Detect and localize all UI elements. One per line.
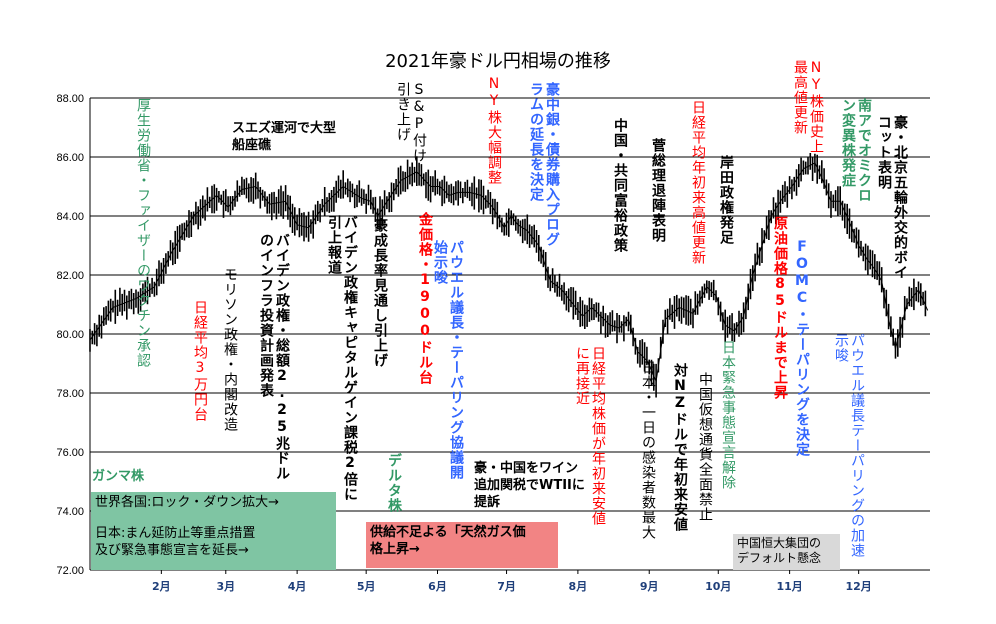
annotation-powell-taper-start: パウエル議長・テーパリング協議開始示唆 <box>432 240 464 480</box>
annotation-biden-infra: バイデン政権・総額2.25兆ドルのインフラ投資計画発表 <box>258 233 290 481</box>
y-tick-label: 82.00 <box>56 270 84 282</box>
annotation-crypto-ban: 中国仮想通貨全面禁止 <box>697 372 713 522</box>
annotation-emergency-lift: 日本緊急事態宣言解除 <box>720 340 736 490</box>
annotation-wine: 豪・中国をワイン追加関税でWTIIに提訴 <box>474 461 585 510</box>
annotation-kishida: 岸田政権発足 <box>718 155 734 245</box>
annotation-powell-accel: パウエル議長テーパリングの加速示唆 <box>833 333 865 558</box>
annotation-nikkei-low: 日経平均株価が年初来安値に再接近 <box>574 346 606 526</box>
x-tick-label: 2月 <box>152 580 171 593</box>
gas-text-2: 格上昇→ <box>370 542 420 557</box>
annotation-morison: モリソン政権・内閣改造 <box>222 267 238 432</box>
y-tick-label: 86.00 <box>56 152 84 164</box>
annotation-sp-record: S&P付け引き上げ <box>395 82 427 163</box>
annotation-nikkei-30000: 日経平均3万円台 <box>192 300 208 422</box>
evergrande-text-2: デフォルト懸念 <box>737 551 822 565</box>
annotation-omicron: 南アでオミクロン変異株発症 <box>840 98 872 203</box>
annotation-gold: 金価格・1900ドル台 <box>417 212 433 385</box>
annotation-suez: スエズ運河で大型船座礁 <box>232 121 337 153</box>
annotation-china-prosperity: 中国・共同富裕政策 <box>612 118 628 253</box>
annotation-suga: 菅総理退陣表明 <box>650 138 666 243</box>
gas-box: 供給不足よる「天然ガス価 格上昇→ <box>366 522 558 568</box>
x-tick-label: 11月 <box>776 580 802 593</box>
annotation-ny-drop: NY株大幅調整 <box>486 76 502 185</box>
annotation-growth-up: 豪成長率見通し引上げ <box>372 218 388 368</box>
price-line <box>89 162 929 383</box>
x-tick-label: 9月 <box>640 580 659 593</box>
evergrande-text-1: 中国恒大集団の <box>737 536 822 550</box>
y-tick-label: 76.00 <box>56 447 84 459</box>
annotation-oil: 原油価格85ドルまで上昇 <box>772 216 788 400</box>
annotation-vaccine: 厚生労働省・ファイザーのワクチン承認 <box>135 98 151 368</box>
gas-text-1: 供給不足よる「天然ガス価 <box>370 525 526 540</box>
emergency-text-2: 及び緊急事態宣言を延長→ <box>95 543 249 558</box>
evergrande-box: 中国恒大集団の デフォルト懸念 <box>733 534 840 570</box>
emergency-text-1: 日本:まん延防止等重点措置 <box>95 526 256 541</box>
lockdown-text: 世界各国:ロック・ダウン拡大→ <box>95 495 280 510</box>
x-tick-label: 7月 <box>497 580 516 593</box>
annotation-rba-extend: 豪中銀・債券購入プログラムの延長を決定 <box>528 82 560 247</box>
annotation-ny-record: NY株価史上最高値更新 <box>792 60 824 154</box>
y-tick-label: 78.00 <box>56 388 84 400</box>
annotation-gamma: ガンマ株 <box>92 469 145 484</box>
y-tick-label: 88.00 <box>56 93 84 105</box>
x-tick-label: 10月 <box>705 580 731 593</box>
annotation-nzd-low: 対NZドルで年初来安値 <box>672 363 688 532</box>
x-tick-label: 4月 <box>288 580 307 593</box>
y-tick-label: 84.00 <box>56 211 84 223</box>
x-tick-label: 3月 <box>216 580 235 593</box>
annotation-boycott: 豪・北京五輪外交的ボイコット表明 <box>876 115 908 280</box>
annotation-biden-tax: バイデン政権キャピタルゲイン課税2倍に引上報道 <box>326 215 358 502</box>
annotation-nikkei-high: 日経平均年初来高値更新 <box>690 100 706 265</box>
x-tick-label: 5月 <box>357 580 376 593</box>
y-tick-label: 80.00 <box>56 329 84 341</box>
y-tick-label: 72.00 <box>56 565 84 577</box>
annotation-daily-infections: 日本・一日の感染者数最大 <box>640 360 656 540</box>
x-tick-label: 8月 <box>569 580 588 593</box>
chart-title: 2021年豪ドル円相場の推移 <box>385 51 611 72</box>
x-tick-label: 12月 <box>846 580 872 593</box>
lockdown-box: 世界各国:ロック・ダウン拡大→ 日本:まん延防止等重点措置 及び緊急事態宣言を延… <box>91 492 336 570</box>
annotation-delta: デルタ株 <box>386 453 402 513</box>
annotation-fomc: FOMC・テーパリングを決定 <box>794 239 810 457</box>
y-tick-label: 74.00 <box>56 506 84 518</box>
x-tick-label: 6月 <box>428 580 447 593</box>
